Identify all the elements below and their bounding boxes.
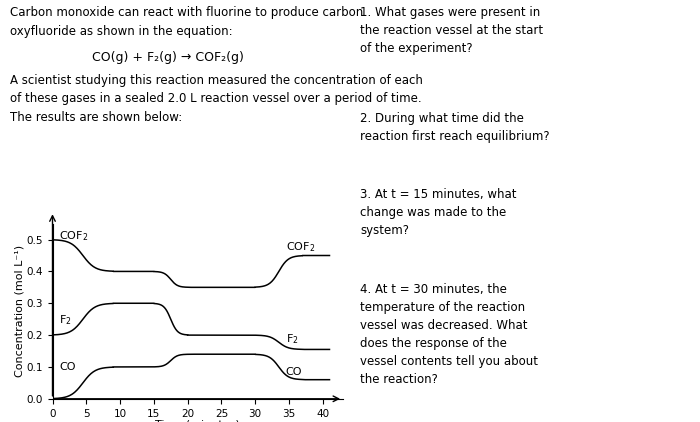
Text: CO: CO (286, 367, 302, 377)
Text: COF$_2$: COF$_2$ (286, 240, 315, 254)
Text: COF$_2$: COF$_2$ (60, 230, 88, 243)
Text: Carbon monoxide can react with fluorine to produce carbon: Carbon monoxide can react with fluorine … (10, 6, 364, 19)
Text: 2. During what time did the
reaction first reach equilibrium?: 2. During what time did the reaction fir… (360, 112, 550, 143)
Text: 1. What gases were present in
the reaction vessel at the start
of the experiment: 1. What gases were present in the reacti… (360, 6, 544, 55)
Text: F$_2$: F$_2$ (286, 333, 298, 346)
Text: 4. At t = 30 minutes, the
temperature of the reaction
vessel was decreased. What: 4. At t = 30 minutes, the temperature of… (360, 283, 538, 386)
Y-axis label: Concentration (mol L⁻¹): Concentration (mol L⁻¹) (15, 245, 25, 377)
X-axis label: Time (minutes): Time (minutes) (155, 420, 240, 422)
Text: oxyfluoride as shown in the equation:: oxyfluoride as shown in the equation: (10, 25, 233, 38)
Text: A scientist studying this reaction measured the concentration of each
of these g: A scientist studying this reaction measu… (10, 74, 424, 124)
Text: CO(g) + F₂(g) → COF₂(g): CO(g) + F₂(g) → COF₂(g) (92, 51, 244, 64)
Text: 3. At t = 15 minutes, what
change was made to the
system?: 3. At t = 15 minutes, what change was ma… (360, 188, 517, 237)
Text: F$_2$: F$_2$ (60, 314, 72, 327)
Text: CO: CO (60, 362, 76, 372)
